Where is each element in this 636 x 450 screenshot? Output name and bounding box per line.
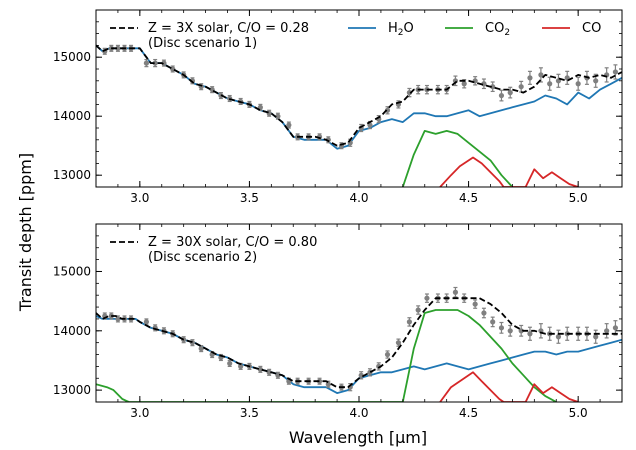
bottom-data-point	[384, 350, 391, 359]
bottom-data-point	[115, 315, 121, 323]
top-legend-co-label: CO	[582, 21, 601, 36]
bottom-x-tick-label: 3.5	[240, 406, 259, 420]
top-data-point	[152, 58, 158, 68]
top-data-point	[115, 44, 121, 52]
top-data-point	[266, 109, 272, 117]
bottom-data-point	[538, 323, 544, 339]
bottom-data-point	[435, 293, 441, 303]
bottom-y-tick-label: 15000	[53, 264, 91, 278]
bottom-plot-area	[96, 286, 622, 402]
bottom-data-point	[325, 380, 331, 388]
bottom-data-point	[527, 326, 533, 341]
bottom-data-point	[612, 320, 619, 336]
bottom-data-point	[424, 293, 430, 303]
bottom-co2-line	[96, 309, 557, 402]
top-model-line	[96, 44, 622, 147]
top-h2o-line	[96, 44, 622, 150]
bottom-data-point	[415, 305, 421, 315]
top-x-tick-label: 4.5	[459, 191, 478, 205]
top-y-tick-label: 15000	[53, 50, 91, 64]
top-data-point	[461, 79, 467, 89]
top-data-point	[555, 73, 562, 88]
bottom-data-point	[507, 324, 513, 337]
top-plot-area	[96, 44, 622, 187]
top-co-line	[439, 156, 579, 187]
bottom-data-points	[102, 286, 619, 392]
top-legend: Z = 3X solar, C/O = 0.28(Disc scenario 1…	[110, 21, 601, 51]
top-data-point	[143, 58, 150, 68]
top-data-point	[538, 67, 544, 83]
bottom-legend-model-label: Z = 30X solar, C/O = 0.80	[148, 235, 317, 250]
bottom-x-tick-label: 3.0	[130, 406, 149, 420]
bottom-y-tick-label: 14000	[53, 324, 91, 338]
bottom-data-point	[227, 359, 233, 367]
bottom-data-point	[189, 339, 196, 347]
bottom-data-point	[266, 368, 272, 376]
top-data-point	[209, 86, 215, 94]
top-data-point	[275, 112, 281, 120]
top-legend-model-label: Z = 3X solar, C/O = 0.28	[148, 21, 309, 36]
bottom-data-point	[498, 321, 505, 334]
bottom-x-tick-label: 4.5	[459, 406, 478, 420]
bottom-data-point	[593, 329, 599, 344]
bottom-x-tick-label: 5.0	[569, 406, 588, 420]
top-data-point	[604, 67, 610, 83]
top-co2-line	[401, 129, 514, 187]
top-data-point	[547, 76, 553, 91]
bottom-data-point	[472, 299, 478, 309]
bottom-legend-model-label: (Disc scenario 2)	[148, 250, 257, 265]
bottom-data-point	[555, 329, 562, 344]
top-y-tick-label: 13000	[53, 168, 91, 182]
bottom-y-tick-label: 13000	[53, 383, 91, 397]
bottom-data-point	[518, 324, 524, 337]
top-x-tick-label: 3.0	[130, 191, 149, 205]
bottom-legend: Z = 30X solar, C/O = 0.80(Disc scenario …	[110, 235, 317, 265]
y-axis-label: Transit depth [ppm]	[16, 153, 35, 312]
top-data-point	[527, 70, 533, 85]
top-data-point	[286, 121, 292, 129]
bottom-co-line	[439, 371, 579, 402]
x-axis-label: Wavelength [μm]	[289, 428, 427, 447]
top-x-tick-label: 3.5	[240, 191, 259, 205]
bottom-model-line	[96, 297, 622, 389]
top-legend-h2o-label: H2O	[388, 21, 414, 38]
top-y-tick-label: 14000	[53, 109, 91, 123]
bottom-data-point	[406, 317, 413, 327]
top-panel: 3.0 3.5 4.0 4.5 5.0 13000 14000 15000 Z = 3X sol…	[53, 9, 623, 205]
bottom-x-tick-label: 4.0	[349, 406, 368, 420]
bottom-data-point	[452, 286, 459, 298]
bottom-data-point	[490, 316, 496, 328]
top-data-point	[490, 81, 496, 93]
bottom-ticks	[95, 223, 623, 402]
bottom-h2o-line	[96, 315, 622, 395]
top-x-tick-label: 4.0	[349, 191, 368, 205]
top-data-point	[507, 86, 513, 99]
top-data-point	[518, 80, 524, 93]
bottom-panel: 3.0 3.5 4.0 4.5 5.0 13000 14000 15000 Z = 30X so…	[53, 223, 623, 420]
top-legend-co2-label: CO2	[485, 21, 510, 38]
bottom-data-point	[481, 307, 487, 319]
top-ticks	[95, 9, 623, 187]
bottom-data-point	[604, 323, 610, 339]
top-data-point	[498, 89, 505, 102]
top-x-tick-label: 5.0	[569, 191, 588, 205]
bottom-data-point	[316, 377, 323, 385]
top-data-point	[564, 70, 570, 85]
top-data-point	[612, 64, 619, 80]
top-legend-model-label: (Disc scenario 1)	[148, 36, 257, 51]
top-data-point	[575, 76, 581, 91]
top-data-point	[472, 76, 478, 86]
